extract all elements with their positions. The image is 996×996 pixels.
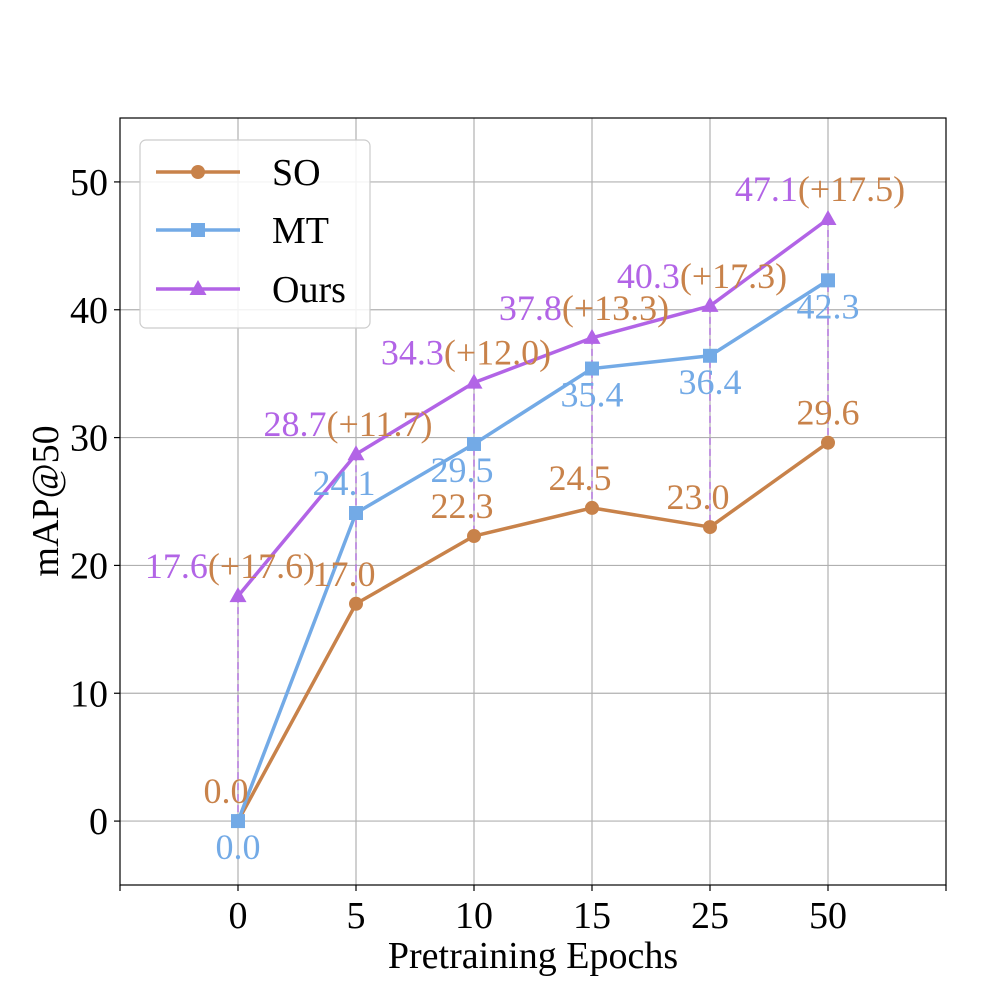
data-label-ours-value: 47.1 (735, 169, 798, 209)
point-mt (821, 273, 835, 288)
data-label-so: 29.6 (797, 393, 860, 433)
x-tick-label: 0 (229, 895, 248, 937)
point-so (349, 596, 363, 611)
x-axis-label: Pretraining Epochs (388, 935, 678, 977)
data-label-ours-gain: (+17.6) (208, 546, 315, 586)
y-tick-label: 0 (89, 801, 108, 843)
point-ours (465, 373, 483, 389)
data-label-mt: 24.1 (313, 463, 376, 503)
data-labels: 0.0 17.0 22.3 24.5 23.0 29.6 0.0 24.1 29.5 35.4 36… (145, 169, 905, 867)
data-label-mt: 0.0 (216, 827, 261, 867)
data-label-ours: 28.7(+11.7) (264, 404, 433, 444)
point-ours (347, 445, 365, 461)
data-label-so: 22.3 (431, 486, 494, 526)
data-label-so: 23.0 (667, 477, 730, 517)
data-label-ours-gain: (+12.0) (444, 333, 551, 373)
point-ours (819, 209, 837, 225)
data-label-ours-value: 17.6 (145, 546, 208, 586)
y-tick-label: 50 (70, 162, 108, 204)
legend-marker-so (191, 165, 205, 179)
data-label-ours-value: 34.3 (381, 333, 444, 373)
series (229, 209, 837, 829)
data-label-mt: 36.4 (679, 362, 742, 402)
point-mt (703, 348, 717, 363)
data-label-ours: 47.1(+17.5) (735, 169, 905, 209)
data-label-ours: 34.3(+12.0) (381, 333, 551, 373)
point-so (585, 500, 599, 515)
y-tick-label: 10 (70, 673, 108, 715)
legend-label-so: SO (272, 152, 321, 194)
x-tick-label: 50 (809, 895, 847, 937)
point-mt (585, 361, 599, 376)
data-label-ours-value: 28.7 (264, 404, 327, 444)
legend-label-ours: Ours (272, 269, 346, 311)
data-label-mt: 35.4 (561, 375, 624, 415)
data-label-ours: 37.8(+13.3) (499, 288, 669, 328)
point-ours (701, 296, 719, 312)
point-so (703, 520, 717, 535)
point-so (821, 435, 835, 450)
data-label-ours-gain: (+11.7) (327, 404, 433, 444)
point-ours (229, 587, 247, 603)
y-tick-label: 40 (70, 290, 108, 332)
y-axis-label: mAP@50 (25, 425, 67, 576)
legend-label-mt: MT (272, 210, 329, 252)
y-tick-label: 20 (70, 545, 108, 587)
legend: SO MT Ours (139, 139, 371, 329)
legend-marker-ours (189, 280, 207, 295)
point-mt (467, 436, 481, 451)
point-mt (349, 506, 363, 521)
series-line-ours (236, 217, 830, 598)
data-label-ours: 40.3(+17.3) (617, 256, 787, 296)
data-label-so: 24.5 (549, 458, 612, 498)
data-label-mt: 42.3 (797, 286, 860, 326)
point-ours (583, 328, 601, 344)
data-label-ours: 17.6(+17.6) (145, 546, 315, 586)
data-label-so: 17.0 (313, 554, 376, 594)
point-so (467, 529, 481, 544)
point-mt (231, 814, 245, 829)
data-label-so: 0.0 (204, 771, 249, 811)
axis-ticks: 0 5 10 15 25 50 0 10 20 30 40 50 (70, 162, 947, 937)
y-tick-label: 30 (70, 418, 108, 460)
data-label-ours-value: 40.3 (617, 256, 680, 296)
plot-frame (119, 117, 947, 886)
data-label-ours-gain: (+13.3) (562, 288, 669, 328)
data-label-ours-gain: (+17.5) (798, 169, 905, 209)
series-line-so (236, 441, 830, 822)
data-label-ours-gain: (+17.3) (680, 256, 787, 296)
legend-marker-mt (191, 223, 205, 237)
series-line-mt (236, 278, 829, 822)
x-tick-label: 5 (347, 895, 366, 937)
data-label-ours-value: 37.8 (499, 288, 562, 328)
x-tick-label: 25 (691, 895, 729, 937)
x-tick-label: 15 (573, 895, 611, 937)
data-label-mt: 29.5 (431, 450, 494, 490)
x-tick-label: 10 (455, 895, 493, 937)
